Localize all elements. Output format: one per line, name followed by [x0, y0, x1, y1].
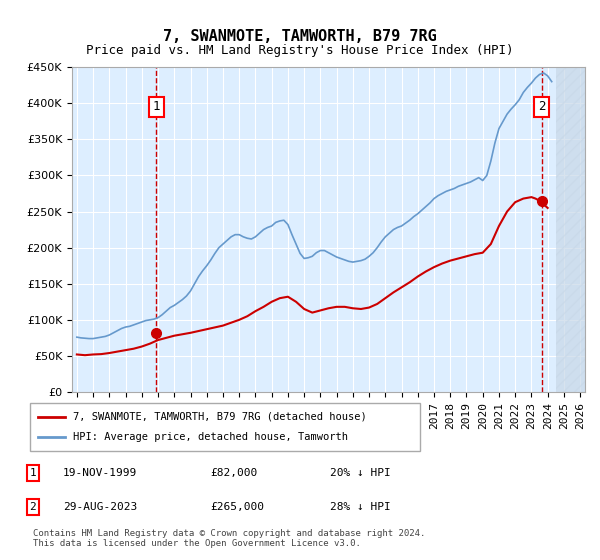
Text: 7, SWANMOTE, TAMWORTH, B79 7RG (detached house): 7, SWANMOTE, TAMWORTH, B79 7RG (detached… — [73, 412, 367, 422]
Text: HPI: Average price, detached house, Tamworth: HPI: Average price, detached house, Tamw… — [73, 432, 348, 442]
Text: 20% ↓ HPI: 20% ↓ HPI — [330, 468, 391, 478]
Text: 1: 1 — [152, 100, 160, 113]
Text: 19-NOV-1999: 19-NOV-1999 — [63, 468, 137, 478]
Text: Contains HM Land Registry data © Crown copyright and database right 2024.
This d: Contains HM Land Registry data © Crown c… — [33, 529, 425, 548]
Text: £265,000: £265,000 — [210, 502, 264, 512]
Bar — [556, 67, 588, 392]
FancyBboxPatch shape — [30, 403, 420, 451]
Text: £82,000: £82,000 — [210, 468, 257, 478]
Text: 2: 2 — [29, 502, 37, 512]
Text: 7, SWANMOTE, TAMWORTH, B79 7RG: 7, SWANMOTE, TAMWORTH, B79 7RG — [163, 29, 437, 44]
Text: 28% ↓ HPI: 28% ↓ HPI — [330, 502, 391, 512]
Text: 2: 2 — [538, 100, 546, 113]
Text: 1: 1 — [29, 468, 37, 478]
Text: Price paid vs. HM Land Registry's House Price Index (HPI): Price paid vs. HM Land Registry's House … — [86, 44, 514, 57]
Text: 29-AUG-2023: 29-AUG-2023 — [63, 502, 137, 512]
